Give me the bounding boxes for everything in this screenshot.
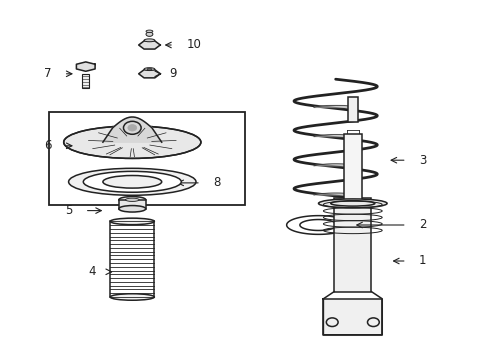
Polygon shape <box>76 62 95 71</box>
Ellipse shape <box>83 171 181 192</box>
Ellipse shape <box>69 168 196 195</box>
Bar <box>49 112 245 205</box>
Text: 6: 6 <box>44 139 51 152</box>
Ellipse shape <box>331 201 375 206</box>
Bar <box>82 74 89 88</box>
Ellipse shape <box>119 197 146 203</box>
Ellipse shape <box>144 39 155 42</box>
Text: 1: 1 <box>419 255 426 267</box>
Text: 5: 5 <box>65 204 73 217</box>
Polygon shape <box>139 70 160 78</box>
Ellipse shape <box>110 294 154 300</box>
Text: 4: 4 <box>88 265 96 278</box>
Polygon shape <box>314 193 357 195</box>
Polygon shape <box>103 117 162 142</box>
Ellipse shape <box>146 32 153 36</box>
Bar <box>344 134 362 202</box>
Bar <box>119 200 146 209</box>
Circle shape <box>128 125 137 131</box>
Ellipse shape <box>147 68 152 70</box>
Bar <box>348 97 358 122</box>
Ellipse shape <box>146 30 153 32</box>
Text: 8: 8 <box>213 176 220 189</box>
Ellipse shape <box>125 198 139 202</box>
Text: 2: 2 <box>419 219 426 231</box>
Text: 3: 3 <box>419 154 426 167</box>
Ellipse shape <box>110 218 154 225</box>
Polygon shape <box>314 164 357 166</box>
Ellipse shape <box>119 206 146 212</box>
Text: 7: 7 <box>44 67 51 80</box>
Ellipse shape <box>144 68 155 71</box>
Text: 9: 9 <box>169 67 176 80</box>
Polygon shape <box>314 135 357 137</box>
Polygon shape <box>139 41 160 49</box>
Text: 10: 10 <box>186 39 201 51</box>
Polygon shape <box>314 105 357 108</box>
Ellipse shape <box>64 126 201 158</box>
Bar <box>334 198 371 292</box>
Ellipse shape <box>103 175 162 188</box>
Ellipse shape <box>318 199 387 208</box>
Polygon shape <box>323 299 382 335</box>
